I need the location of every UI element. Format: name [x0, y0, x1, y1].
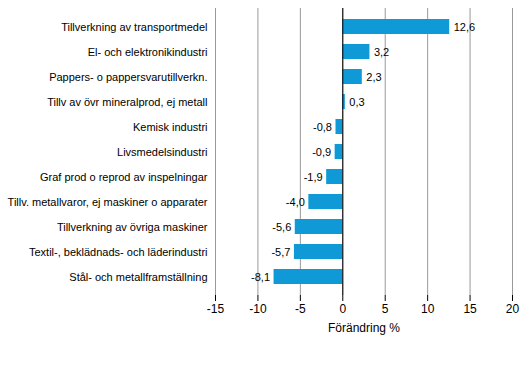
svg-text:-4,0: -4,0: [286, 196, 305, 208]
svg-text:Graf prod o reprod av inspelni: Graf prod o reprod av inspelningar: [40, 171, 208, 183]
svg-text:3,2: 3,2: [374, 46, 389, 58]
svg-text:10: 10: [421, 302, 435, 316]
svg-text:2,3: 2,3: [366, 71, 381, 83]
svg-text:20: 20: [506, 302, 520, 316]
svg-text:Tillverkning av övriga maskine: Tillverkning av övriga maskiner: [57, 221, 208, 233]
svg-text:15: 15: [463, 302, 477, 316]
svg-text:Förändring %: Förändring %: [328, 321, 400, 335]
svg-text:Stål- och metallframställning: Stål- och metallframställning: [69, 271, 207, 283]
svg-text:-5,6: -5,6: [272, 221, 291, 233]
svg-text:12,6: 12,6: [454, 21, 475, 33]
svg-text:El- och elektronikindustri: El- och elektronikindustri: [88, 46, 208, 58]
svg-text:Tillv. metallvaror, ej maskine: Tillv. metallvaror, ej maskiner o appara…: [8, 196, 208, 208]
svg-text:-15: -15: [207, 302, 225, 316]
svg-text:-0,8: -0,8: [313, 121, 332, 133]
svg-text:Tillv av övr mineralprod, ej m: Tillv av övr mineralprod, ej metall: [47, 96, 207, 108]
svg-text:Kemisk industri: Kemisk industri: [133, 121, 208, 133]
svg-text:Textil-, beklädnads- och läder: Textil-, beklädnads- och läderindustri: [29, 246, 208, 258]
svg-text:5: 5: [382, 302, 389, 316]
svg-text:-8,1: -8,1: [251, 271, 270, 283]
svg-text:Pappers- o pappersvarutillverk: Pappers- o pappersvarutillverkn.: [49, 71, 207, 83]
svg-text:0,3: 0,3: [349, 96, 364, 108]
svg-text:-5,7: -5,7: [271, 246, 290, 258]
svg-text:Livsmedelsindustri: Livsmedelsindustri: [117, 146, 207, 158]
svg-text:-1,9: -1,9: [304, 171, 323, 183]
svg-text:-10: -10: [249, 302, 267, 316]
svg-text:-0,9: -0,9: [312, 146, 331, 158]
svg-text:0: 0: [339, 302, 346, 316]
svg-text:-5: -5: [295, 302, 306, 316]
svg-text:Tillverkning av transportmedel: Tillverkning av transportmedel: [61, 21, 207, 33]
